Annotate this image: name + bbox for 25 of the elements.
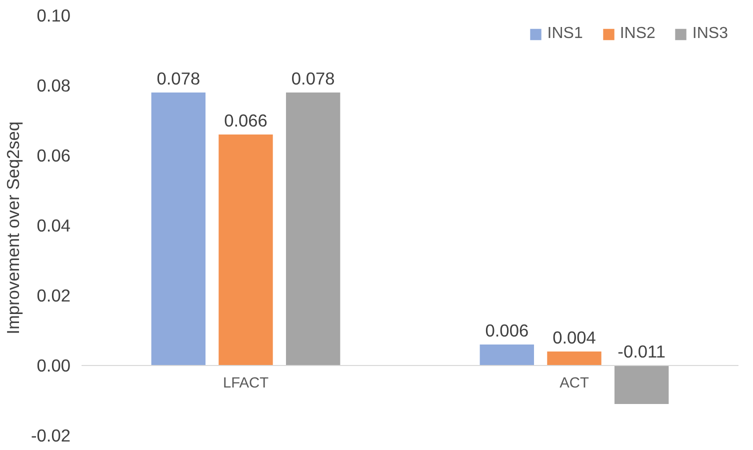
x-tick-label: ACT <box>560 376 589 392</box>
bar <box>218 134 273 366</box>
legend-label: INS2 <box>620 25 656 43</box>
data-label: 0.078 <box>291 68 335 88</box>
data-label: 0.006 <box>485 320 529 340</box>
x-tick-label: LFACT <box>222 376 269 392</box>
data-label: 0.078 <box>156 68 200 88</box>
legend-label: INS1 <box>547 25 583 43</box>
bar <box>480 344 534 366</box>
y-tick-label: 0.10 <box>36 6 71 26</box>
data-label: 0.066 <box>224 110 268 130</box>
bar <box>614 366 669 404</box>
y-tick-label: 0.06 <box>36 146 71 166</box>
data-label: -0.011 <box>618 342 666 362</box>
legend-label: INS3 <box>692 25 728 43</box>
y-tick-label: -0.02 <box>31 426 71 446</box>
bar <box>547 352 602 366</box>
data-label: 0.004 <box>552 328 596 348</box>
y-axis-title: Improvement over Seq2seq <box>3 121 24 334</box>
y-tick-label: 0.04 <box>36 216 71 236</box>
y-tick-label: 0.02 <box>36 286 71 306</box>
y-tick-label: 0.00 <box>36 356 71 376</box>
y-tick-label: 0.08 <box>36 76 71 96</box>
bar <box>151 92 206 366</box>
bar <box>286 92 340 366</box>
